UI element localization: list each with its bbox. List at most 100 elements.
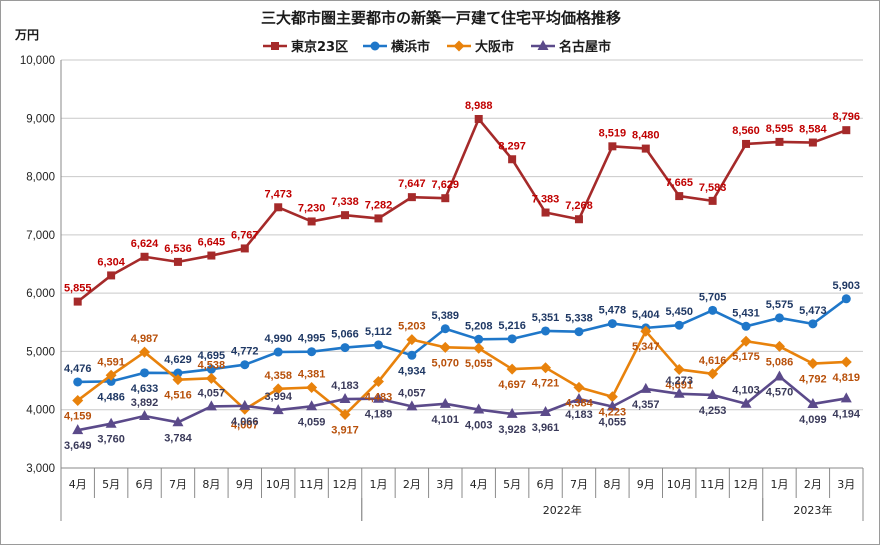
data-label: 4,483 <box>365 392 393 404</box>
data-point-marker <box>341 211 350 220</box>
data-label: 4,934 <box>398 365 426 377</box>
data-point-marker <box>105 417 117 428</box>
legend-label: 名古屋市 <box>559 39 611 55</box>
data-label: 5,705 <box>699 291 727 303</box>
data-point-marker <box>173 368 183 378</box>
data-point-marker <box>473 403 485 414</box>
data-label: 4,538 <box>198 359 226 371</box>
data-label: 5,066 <box>331 329 359 341</box>
x-tick-label: 4月 <box>470 478 488 491</box>
data-label: 7,383 <box>532 194 560 206</box>
data-point-marker <box>139 346 151 358</box>
x-tick-label: 2月 <box>403 478 421 491</box>
data-label: 7,338 <box>331 196 359 208</box>
data-labels-layer: 5,855 6,304 6,624 6,536 6,645 6,767 7,473 7,230… <box>64 100 861 452</box>
data-label: 8,796 <box>833 111 861 123</box>
data-point-marker <box>673 387 685 398</box>
chart-axes: 3,000 4,000 5,000 6,000 7,000 8,000 9,000 10,00… <box>20 55 864 521</box>
data-point-marker <box>607 319 617 329</box>
data-point-marker <box>271 42 279 50</box>
data-point-marker <box>406 334 418 346</box>
x-tick-label: 8月 <box>202 478 220 491</box>
x-tick-label: 6月 <box>136 478 154 491</box>
data-point-marker <box>206 364 216 374</box>
data-point-marker <box>474 334 484 344</box>
year-group-label: 2022年 <box>543 503 582 517</box>
data-point-marker <box>540 362 552 374</box>
x-tick-label: 11月 <box>299 478 324 491</box>
data-point-marker <box>339 409 351 421</box>
data-point-marker <box>808 319 818 329</box>
data-point-marker <box>173 257 182 266</box>
data-label: 4,476 <box>64 363 92 375</box>
data-label: 5,216 <box>498 320 526 332</box>
data-label: 6,624 <box>131 238 159 250</box>
data-label: 4,691 <box>665 379 693 391</box>
data-point-marker <box>473 342 485 354</box>
y-tick-label: 5,000 <box>26 346 55 358</box>
x-tick-label: 10月 <box>266 478 291 491</box>
data-label: 4,057 <box>198 387 226 399</box>
data-label: 4,223 <box>599 407 627 419</box>
data-point-marker <box>273 347 283 357</box>
data-label: 4,792 <box>799 374 827 386</box>
data-point-marker <box>72 394 84 406</box>
data-point-marker <box>574 215 583 224</box>
data-point-marker <box>541 208 550 217</box>
data-point-marker <box>306 382 318 394</box>
y-tick-label: 6,000 <box>26 288 55 300</box>
data-point-marker <box>407 193 416 202</box>
data-label: 5,404 <box>632 309 660 321</box>
data-point-marker <box>453 40 465 52</box>
year-group-label: 2023年 <box>793 503 832 517</box>
y-tick-label: 7,000 <box>26 230 55 242</box>
data-label: 5,175 <box>732 351 760 363</box>
x-tick-label: 1月 <box>369 478 387 491</box>
data-label: 4,695 <box>198 350 226 362</box>
data-point-marker <box>307 347 317 357</box>
data-point-marker <box>172 416 184 427</box>
data-point-marker <box>641 144 650 153</box>
y-tick-label: 8,000 <box>26 172 55 184</box>
data-point-marker <box>740 397 752 408</box>
data-label: 7,282 <box>365 199 393 211</box>
y-tick-label: 10,000 <box>20 55 55 67</box>
data-label: 5,351 <box>532 312 560 324</box>
data-point-marker <box>306 400 318 411</box>
data-label: 7,268 <box>565 200 593 212</box>
data-point-marker <box>841 294 851 304</box>
y-tick-label: 9,000 <box>26 113 55 125</box>
data-point-marker <box>842 126 851 135</box>
legend-item: 東京23区 <box>263 39 348 55</box>
series-line <box>77 375 847 432</box>
data-point-marker <box>606 391 618 403</box>
x-tick-label: 3月 <box>837 478 855 491</box>
data-point-marker <box>840 392 852 403</box>
data-label: 5,431 <box>732 307 760 319</box>
y-tick-label: 4,000 <box>26 405 55 417</box>
series-1 <box>73 114 851 306</box>
data-point-marker <box>508 155 517 164</box>
data-label: 5,203 <box>398 321 426 333</box>
data-point-marker <box>140 252 149 261</box>
data-label: 3,928 <box>498 424 526 436</box>
x-tick-label: 5月 <box>102 478 120 491</box>
data-label: 4,819 <box>833 372 861 384</box>
data-label: 5,478 <box>599 305 627 317</box>
data-label: 5,450 <box>665 306 693 318</box>
data-label: 5,575 <box>766 299 794 311</box>
x-tick-label: 2月 <box>804 478 822 491</box>
data-label: 3,994 <box>264 391 292 403</box>
data-label: 5,473 <box>799 305 827 317</box>
data-point-marker <box>640 382 652 393</box>
x-tick-label: 12月 <box>734 478 759 491</box>
data-point-marker <box>139 410 151 421</box>
data-label: 8,595 <box>766 123 794 135</box>
data-point-marker <box>272 404 284 415</box>
data-point-marker <box>774 313 784 323</box>
data-point-marker <box>708 305 718 315</box>
data-point-marker <box>608 142 617 151</box>
x-tick-label: 9月 <box>637 478 655 491</box>
data-label: 4,990 <box>264 333 292 345</box>
